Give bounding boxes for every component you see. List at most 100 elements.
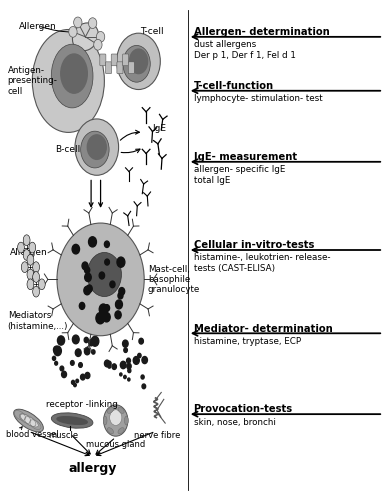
- Ellipse shape: [75, 119, 118, 176]
- Circle shape: [117, 257, 125, 268]
- Text: Mediator- determination: Mediator- determination: [194, 324, 332, 334]
- Circle shape: [127, 364, 131, 369]
- Circle shape: [120, 373, 122, 376]
- Circle shape: [74, 384, 76, 386]
- Text: skin, nose, bronchi: skin, nose, bronchi: [194, 418, 276, 426]
- Text: Mediators
(histamine,...): Mediators (histamine,...): [8, 312, 68, 331]
- Circle shape: [84, 338, 88, 342]
- Circle shape: [86, 285, 92, 292]
- FancyBboxPatch shape: [100, 54, 106, 66]
- Ellipse shape: [96, 32, 105, 42]
- Ellipse shape: [74, 17, 82, 28]
- Circle shape: [84, 266, 90, 274]
- Ellipse shape: [103, 416, 107, 425]
- Text: Allergen: Allergen: [10, 248, 47, 257]
- Ellipse shape: [107, 428, 113, 434]
- Circle shape: [139, 338, 144, 344]
- Circle shape: [108, 362, 111, 366]
- Circle shape: [75, 349, 81, 356]
- Ellipse shape: [33, 30, 104, 132]
- Circle shape: [92, 350, 95, 354]
- Ellipse shape: [94, 40, 102, 50]
- Ellipse shape: [33, 272, 39, 282]
- Ellipse shape: [118, 408, 124, 414]
- Circle shape: [57, 223, 144, 336]
- Ellipse shape: [123, 46, 150, 82]
- Text: Mast-cell,
basophile
granulocyte: Mast-cell, basophile granulocyte: [148, 264, 200, 294]
- FancyBboxPatch shape: [106, 62, 111, 74]
- Circle shape: [142, 356, 147, 364]
- Circle shape: [72, 380, 75, 384]
- Ellipse shape: [107, 408, 113, 414]
- Circle shape: [128, 378, 130, 381]
- FancyBboxPatch shape: [123, 54, 128, 66]
- Circle shape: [89, 340, 94, 346]
- Text: T-cell-function: T-cell-function: [194, 81, 274, 91]
- Circle shape: [84, 348, 90, 355]
- Ellipse shape: [33, 286, 39, 297]
- Circle shape: [70, 360, 74, 366]
- Circle shape: [110, 410, 122, 426]
- Ellipse shape: [69, 26, 77, 38]
- FancyBboxPatch shape: [117, 62, 123, 74]
- Circle shape: [123, 340, 128, 347]
- Ellipse shape: [17, 242, 24, 253]
- Circle shape: [115, 311, 121, 319]
- Text: nerve fibre: nerve fibre: [134, 431, 181, 440]
- Circle shape: [79, 362, 82, 368]
- Circle shape: [62, 371, 67, 378]
- Circle shape: [79, 302, 85, 310]
- Circle shape: [99, 304, 108, 314]
- Circle shape: [142, 384, 146, 388]
- Ellipse shape: [51, 44, 93, 108]
- Circle shape: [124, 348, 127, 352]
- Text: Antigen-
presenting-
cell: Antigen- presenting- cell: [8, 66, 58, 96]
- Text: blood vessel: blood vessel: [6, 430, 58, 439]
- Ellipse shape: [125, 416, 128, 425]
- Circle shape: [127, 358, 130, 363]
- Ellipse shape: [87, 252, 122, 296]
- Ellipse shape: [33, 262, 39, 272]
- Circle shape: [116, 300, 122, 309]
- Text: muscle: muscle: [49, 431, 79, 440]
- Circle shape: [103, 312, 110, 322]
- Circle shape: [60, 366, 64, 371]
- Text: Allergen: Allergen: [19, 22, 57, 31]
- Ellipse shape: [61, 54, 87, 93]
- Ellipse shape: [23, 235, 30, 246]
- Ellipse shape: [80, 131, 109, 168]
- Ellipse shape: [27, 269, 34, 280]
- Circle shape: [141, 375, 144, 379]
- Circle shape: [116, 302, 120, 308]
- Ellipse shape: [72, 23, 98, 51]
- Circle shape: [53, 346, 59, 354]
- Text: T-cell: T-cell: [140, 27, 164, 36]
- Text: Cellular in-vitro-tests: Cellular in-vitro-tests: [194, 240, 314, 250]
- Ellipse shape: [27, 279, 34, 289]
- Circle shape: [104, 360, 110, 367]
- Ellipse shape: [57, 416, 87, 424]
- Circle shape: [82, 262, 88, 270]
- Circle shape: [85, 372, 90, 378]
- Circle shape: [53, 356, 56, 360]
- Ellipse shape: [23, 250, 30, 260]
- Text: lymphocyte- stimulation- test: lymphocyte- stimulation- test: [194, 94, 322, 103]
- Circle shape: [110, 281, 115, 287]
- Circle shape: [119, 288, 125, 295]
- Ellipse shape: [118, 428, 124, 434]
- Circle shape: [118, 292, 123, 299]
- FancyBboxPatch shape: [128, 62, 134, 74]
- Circle shape: [91, 336, 99, 346]
- Ellipse shape: [14, 409, 43, 432]
- Circle shape: [96, 312, 104, 324]
- Text: IgE- measurement: IgE- measurement: [194, 152, 296, 162]
- Circle shape: [84, 286, 91, 295]
- Circle shape: [124, 376, 126, 378]
- Circle shape: [112, 364, 116, 370]
- Circle shape: [104, 241, 110, 248]
- Text: Provocation-tests: Provocation-tests: [194, 404, 293, 414]
- Text: receptor -linking: receptor -linking: [46, 400, 118, 409]
- Text: histamine, tryptase, ECP: histamine, tryptase, ECP: [194, 336, 301, 345]
- Circle shape: [54, 346, 62, 356]
- Ellipse shape: [87, 135, 106, 160]
